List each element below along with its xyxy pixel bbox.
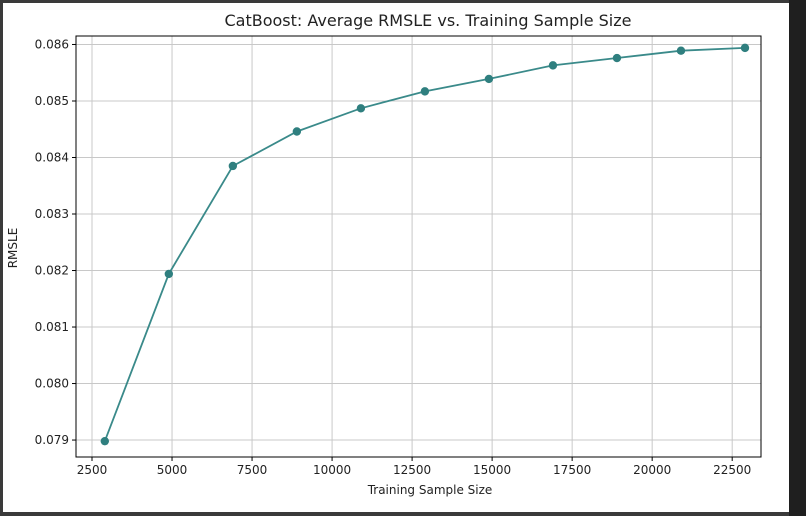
y-tick-label: 0.086 (35, 37, 69, 51)
plot-area-frame (75, 35, 762, 458)
data-point (740, 43, 750, 53)
y-tick-label: 0.079 (35, 433, 69, 447)
x-tick-label: 15000 (473, 463, 511, 477)
y-tick-label: 0.080 (35, 377, 69, 391)
y-axis-label: RMSLE (6, 228, 20, 269)
y-tick-label: 0.084 (35, 150, 69, 164)
y-tick-label: 0.081 (35, 320, 69, 334)
data-point (548, 61, 558, 70)
data-point (356, 104, 366, 113)
axis-ticks: 2500 5000 7500 10000 12500 15000 17500 20000 225… (35, 37, 752, 477)
chart-title: CatBoost: Average RMSLE vs. Training Sam… (225, 11, 632, 30)
x-tick-label: 2500 (77, 463, 108, 477)
data-point (676, 46, 686, 55)
rmsle-line-chart: CatBoost: Average RMSLE vs. Training Sam… (6, 11, 762, 497)
data-point (612, 53, 622, 63)
data-point (420, 87, 430, 96)
window-edge (789, 0, 806, 516)
data-point (100, 436, 110, 446)
data-point (484, 74, 494, 84)
data-series (100, 43, 750, 446)
grid-lines (76, 36, 761, 457)
y-tick-label: 0.083 (35, 207, 69, 221)
data-point (164, 269, 174, 279)
x-tick-label: 7500 (237, 463, 268, 477)
x-tick-label: 12500 (393, 463, 431, 477)
x-axis-label: Training Sample Size (367, 483, 493, 497)
data-point (292, 127, 302, 136)
series-line (103, 47, 746, 442)
x-tick-label: 20000 (633, 463, 671, 477)
x-tick-label: 5000 (157, 463, 188, 477)
x-tick-label: 10000 (313, 463, 351, 477)
data-point (228, 161, 238, 171)
y-tick-label: 0.082 (35, 264, 69, 278)
x-tick-label: 22500 (713, 463, 751, 477)
y-tick-label: 0.085 (35, 94, 69, 108)
figure-canvas: CatBoost: Average RMSLE vs. Training Sam… (3, 3, 789, 512)
x-tick-label: 17500 (553, 463, 591, 477)
